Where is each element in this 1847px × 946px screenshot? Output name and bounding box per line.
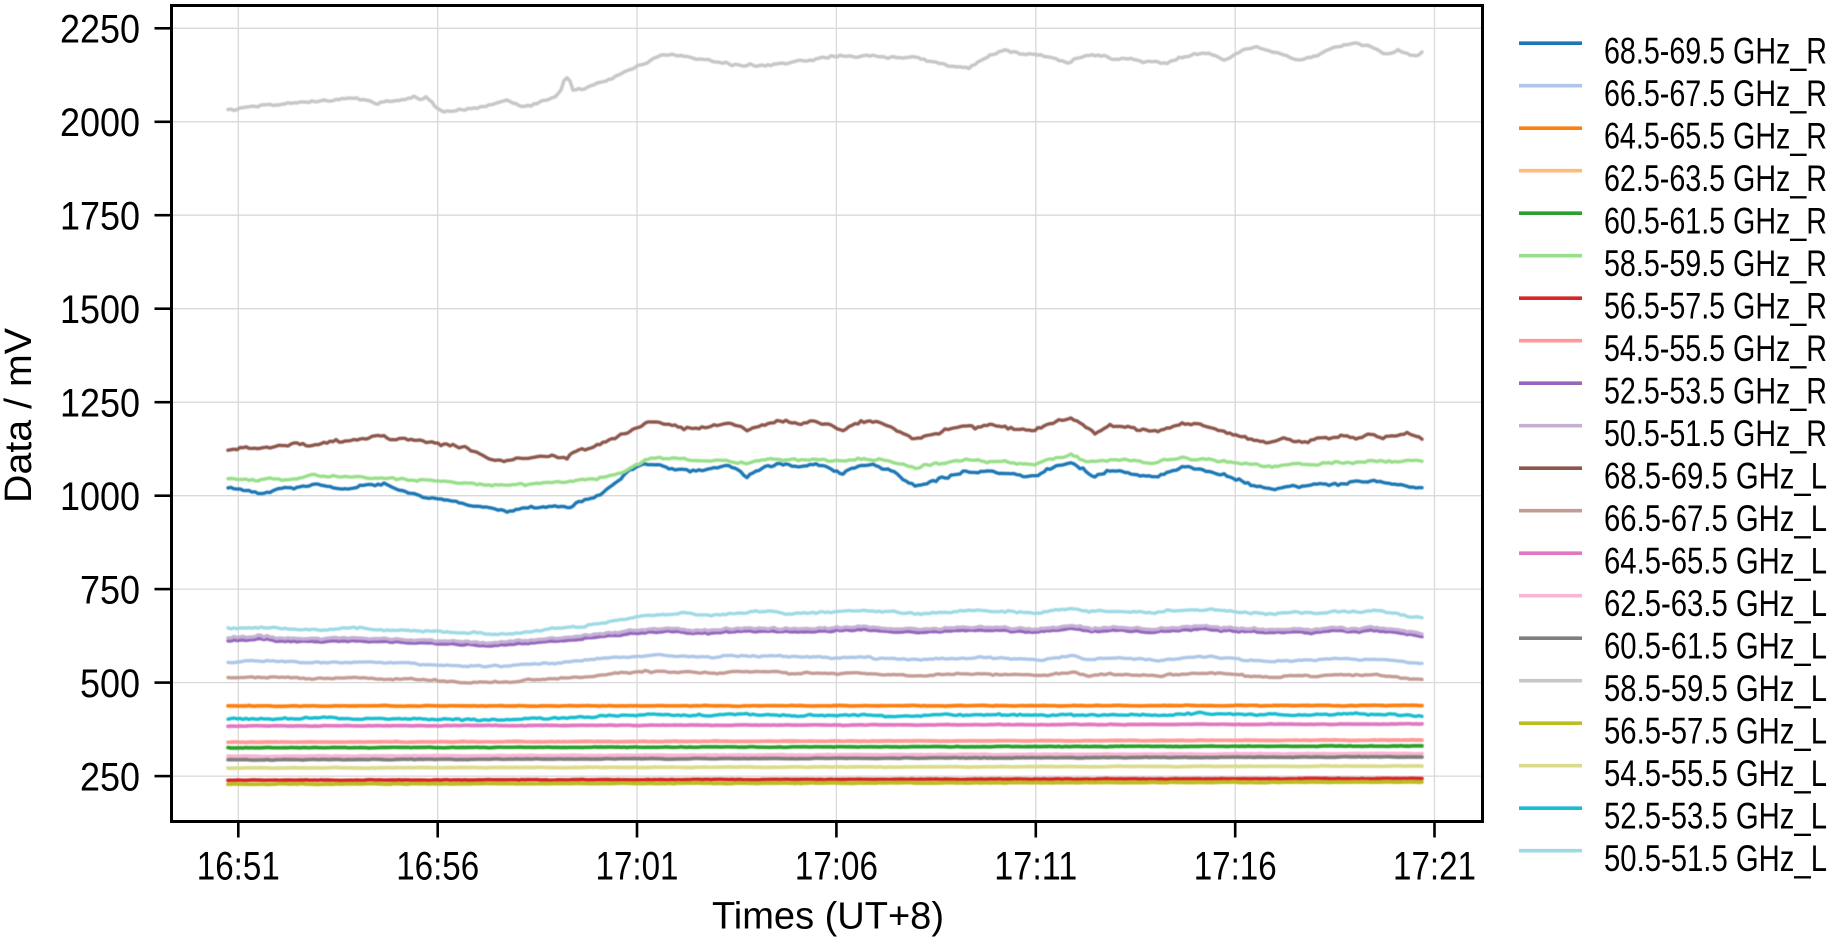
svg-text:52.5-53.5 GHz_R: 52.5-53.5 GHz_R (1604, 371, 1827, 412)
svg-text:50.5-51.5 GHz_R: 50.5-51.5 GHz_R (1604, 413, 1827, 454)
svg-text:1500: 1500 (60, 288, 140, 332)
svg-text:17:11: 17:11 (994, 845, 1077, 889)
svg-text:62.5-63.5 GHz_L: 62.5-63.5 GHz_L (1604, 583, 1827, 624)
svg-text:52.5-53.5 GHz_L: 52.5-53.5 GHz_L (1604, 796, 1827, 837)
svg-text:60.5-61.5 GHz_R: 60.5-61.5 GHz_R (1604, 201, 1827, 242)
svg-text:54.5-55.5 GHz_R: 54.5-55.5 GHz_R (1604, 328, 1827, 369)
svg-text:50.5-51.5 GHz_L: 50.5-51.5 GHz_L (1604, 838, 1827, 879)
svg-text:1750: 1750 (60, 195, 140, 239)
svg-text:Data / mV: Data / mV (0, 327, 40, 503)
svg-text:17:01: 17:01 (596, 845, 679, 889)
svg-text:500: 500 (80, 662, 140, 706)
svg-text:17:06: 17:06 (795, 845, 878, 889)
svg-text:58.5-59.5 GHz_L: 58.5-59.5 GHz_L (1604, 668, 1827, 709)
svg-text:750: 750 (80, 568, 140, 612)
svg-text:2250: 2250 (60, 8, 140, 52)
svg-text:56.5-57.5 GHz_L: 56.5-57.5 GHz_L (1604, 711, 1827, 752)
svg-text:56.5-57.5 GHz_R: 56.5-57.5 GHz_R (1604, 286, 1827, 327)
svg-text:1250: 1250 (60, 382, 140, 426)
svg-text:64.5-65.5 GHz_L: 64.5-65.5 GHz_L (1604, 541, 1827, 582)
svg-text:60.5-61.5 GHz_L: 60.5-61.5 GHz_L (1604, 626, 1827, 667)
svg-text:250: 250 (80, 755, 140, 799)
svg-text:Times (UT+8): Times (UT+8) (712, 896, 944, 938)
svg-text:17:16: 17:16 (1194, 845, 1277, 889)
svg-text:54.5-55.5 GHz_L: 54.5-55.5 GHz_L (1604, 753, 1827, 794)
svg-text:58.5-59.5 GHz_R: 58.5-59.5 GHz_R (1604, 243, 1827, 284)
svg-text:66.5-67.5 GHz_R: 66.5-67.5 GHz_R (1604, 73, 1827, 114)
svg-text:68.5-69.5 GHz_R: 68.5-69.5 GHz_R (1604, 31, 1827, 72)
svg-text:64.5-65.5 GHz_R: 64.5-65.5 GHz_R (1604, 116, 1827, 157)
svg-text:1000: 1000 (60, 475, 140, 519)
svg-text:17:21: 17:21 (1393, 845, 1476, 889)
svg-text:16:56: 16:56 (396, 845, 479, 889)
svg-text:68.5-69.5 GHz_L: 68.5-69.5 GHz_L (1604, 456, 1827, 497)
svg-text:62.5-63.5 GHz_R: 62.5-63.5 GHz_R (1604, 158, 1827, 199)
svg-text:16:51: 16:51 (197, 845, 280, 889)
svg-text:2000: 2000 (60, 101, 140, 145)
svg-text:66.5-67.5 GHz_L: 66.5-67.5 GHz_L (1604, 498, 1827, 539)
